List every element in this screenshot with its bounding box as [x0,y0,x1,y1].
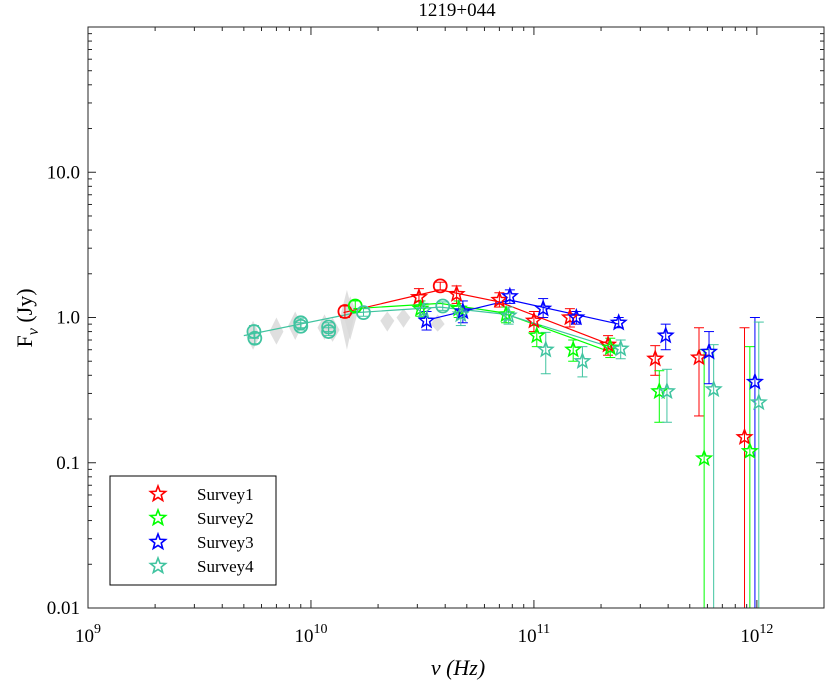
star-marker [409,287,429,305]
errorbar [749,317,760,608]
star-marker [657,381,677,400]
circle-marker [247,330,263,346]
circle-marker [321,319,337,335]
star-marker [524,311,544,329]
star-marker [534,299,553,317]
fit-line-survey4 [243,306,619,351]
errorbar [435,281,446,291]
star-marker [609,313,628,331]
star-marker [695,448,714,467]
circle-marker [321,324,337,339]
errorbar [661,368,672,423]
star-marker [740,441,759,460]
star-marker [598,335,618,353]
star-marker [573,351,592,369]
circle-marker [356,305,371,321]
y-tick-label: 1.0 [56,308,80,329]
y-tick-label: 10.0 [47,162,80,183]
svg-text:ν (Hz): ν (Hz) [431,655,485,680]
star-marker [601,338,620,356]
star-marker [611,339,630,357]
star-marker [704,379,723,398]
background-point [343,296,358,340]
star-marker [745,372,765,390]
fit-line-survey1 [343,289,611,346]
star-marker [749,392,768,411]
star-marker [417,311,436,329]
legend-label-survey1: Survey1 [197,485,254,504]
legend-star-icon [148,555,168,575]
legend: Survey1 Survey2 Survey3 Survey4 [109,475,277,586]
star-marker [646,349,665,367]
y-tick-label: 0.01 [47,598,80,619]
legend-label-survey4: Survey4 [197,557,254,576]
circle-marker [432,278,448,294]
circle-marker [435,298,451,314]
star-marker [536,340,555,358]
legend-box [109,475,277,586]
x-axis-title: ν (Hz) [431,655,485,680]
star-marker [564,340,583,358]
svg-text:Fν (Jy): Fν (Jy) [12,288,42,347]
star-marker [656,326,675,344]
errorbar [739,327,750,608]
star-marker [447,284,466,302]
errorbar [437,301,448,311]
fit-line-survey2 [353,302,611,353]
errorbar [358,308,369,317]
star-marker [699,342,719,360]
background-point [269,317,284,345]
star-marker [414,300,433,319]
errorbar [693,327,704,417]
circle-marker [293,318,309,334]
background-point [380,311,395,332]
star-marker [735,427,754,445]
legend-label-survey2: Survey2 [197,509,254,528]
axis-ticks: 109 1010 1011 1012 0.01 0.1 1.0 10.0 [47,26,825,647]
legend-star-icon [148,483,168,503]
star-marker [689,347,709,366]
star-marker [451,304,470,323]
star-marker [560,307,580,326]
chart-title: 1219+044 [418,0,496,21]
x-tick-label: 1011 [518,622,550,647]
errorbar [708,344,719,608]
y-tick-label: 0.1 [56,453,80,474]
star-marker [567,307,586,326]
star-marker [500,286,519,305]
markers-layer [246,278,768,467]
x-tick-label: 109 [75,622,101,647]
star-marker [490,290,509,308]
y-axis-title: Fν (Jy) [12,288,42,347]
star-marker [499,306,518,324]
legend-star-icon [148,531,168,551]
legend-label-survey3: Survey3 [197,533,254,552]
circle-marker [246,324,262,339]
errorbar [744,346,755,608]
x-tick-label: 1012 [740,622,773,647]
x-tick-label: 1010 [294,622,327,647]
legend-star-icon [148,507,168,527]
background-point [430,314,445,332]
errorbar [753,321,764,608]
star-marker [453,301,472,320]
star-marker [527,326,546,344]
background-point [396,308,411,328]
